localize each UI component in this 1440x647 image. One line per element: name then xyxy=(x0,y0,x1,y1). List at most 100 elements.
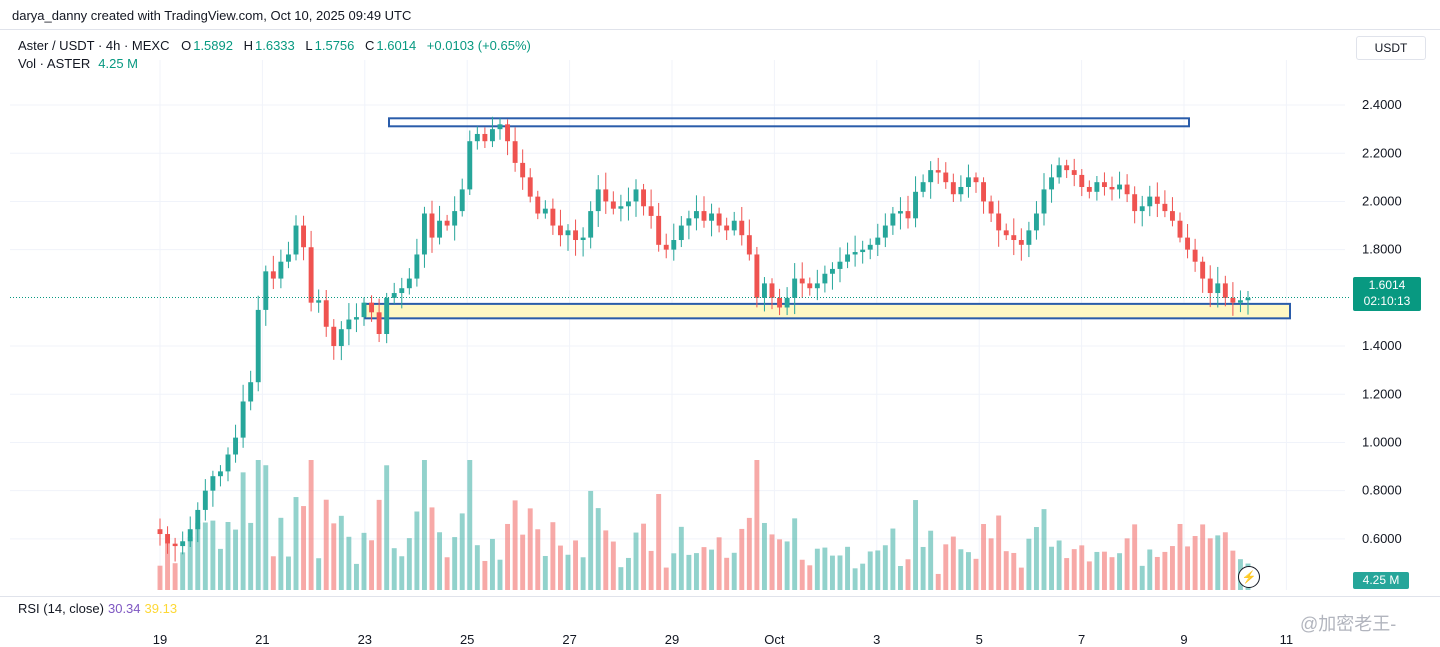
candle-body[interactable] xyxy=(437,220,443,238)
candle-body[interactable] xyxy=(255,309,261,383)
candle-body[interactable] xyxy=(1086,186,1092,192)
candle-body[interactable] xyxy=(323,300,329,327)
candle-body[interactable] xyxy=(746,235,752,255)
candle-body[interactable] xyxy=(459,189,465,212)
candle-body[interactable] xyxy=(882,225,888,238)
candle-body[interactable] xyxy=(973,177,979,183)
candle-body[interactable] xyxy=(489,129,495,142)
candle-body[interactable] xyxy=(928,170,934,183)
candle-body[interactable] xyxy=(1237,300,1243,303)
candle-body[interactable] xyxy=(346,319,352,330)
candle-body[interactable] xyxy=(195,509,201,530)
candle-body[interactable] xyxy=(225,454,231,472)
candle-body[interactable] xyxy=(202,490,208,510)
candle-body[interactable] xyxy=(1109,186,1115,190)
candle-body[interactable] xyxy=(852,252,858,255)
candle-body[interactable] xyxy=(1041,189,1047,214)
candle-body[interactable] xyxy=(444,220,450,226)
candle-body[interactable] xyxy=(897,211,903,214)
candle-body[interactable] xyxy=(845,254,851,262)
candle-body[interactable] xyxy=(474,133,480,142)
candle-body[interactable] xyxy=(905,211,911,219)
candle-body[interactable] xyxy=(240,401,246,438)
candle-body[interactable] xyxy=(180,541,186,547)
candle-body[interactable] xyxy=(1169,211,1175,221)
candle-body[interactable] xyxy=(686,218,692,226)
candle-body[interactable] xyxy=(391,293,397,298)
candle-body[interactable] xyxy=(497,124,503,130)
candle-body[interactable] xyxy=(875,237,881,245)
candle-body[interactable] xyxy=(943,172,949,183)
candle-body[interactable] xyxy=(799,278,805,284)
candle-body[interactable] xyxy=(248,382,254,402)
candle-body[interactable] xyxy=(1124,184,1130,195)
lightning-icon[interactable]: ⚡ xyxy=(1238,566,1260,588)
candle-body[interactable] xyxy=(1215,283,1221,294)
candle-body[interactable] xyxy=(1192,249,1198,262)
candle-body[interactable] xyxy=(777,297,783,308)
currency-button[interactable]: USDT xyxy=(1356,36,1426,60)
candle-body[interactable] xyxy=(1200,261,1206,279)
candle-body[interactable] xyxy=(1177,220,1183,238)
candle-body[interactable] xyxy=(595,189,601,212)
candle-body[interactable] xyxy=(754,254,760,298)
candle-body[interactable] xyxy=(285,254,291,262)
candle-body[interactable] xyxy=(1071,170,1077,175)
candle-body[interactable] xyxy=(761,283,767,298)
candle-body[interactable] xyxy=(233,437,239,455)
candle-body[interactable] xyxy=(467,141,473,190)
candle-body[interactable] xyxy=(414,254,420,279)
candle-body[interactable] xyxy=(406,278,412,289)
rsi-panel[interactable]: RSI (14, close) 30.34 39.13 xyxy=(0,596,1440,623)
candle-body[interactable] xyxy=(610,201,616,209)
candle-body[interactable] xyxy=(557,225,563,236)
candle-body[interactable] xyxy=(724,225,730,231)
candle-body[interactable] xyxy=(278,261,284,279)
candle-body[interactable] xyxy=(822,273,828,284)
candle-body[interactable] xyxy=(361,302,367,318)
candle-body[interactable] xyxy=(1139,206,1145,212)
candle-body[interactable] xyxy=(1011,235,1017,241)
candle-body[interactable] xyxy=(308,247,314,303)
candle-body[interactable] xyxy=(807,283,813,289)
candle-body[interactable] xyxy=(1132,194,1138,212)
price-chart-svg[interactable]: 2.4000 2.2000 2.0000 1.8000 1.4000 1.2000 1.00… xyxy=(0,30,1440,596)
time-axis[interactable]: 19 21 23 25 27 29 Oct 3 5 7 9 11 xyxy=(0,630,1440,647)
candle-body[interactable] xyxy=(663,244,669,250)
candle-body[interactable] xyxy=(588,211,594,238)
candle-body[interactable] xyxy=(709,213,715,221)
candle-body[interactable] xyxy=(550,208,556,226)
support-zone[interactable] xyxy=(364,302,1291,320)
candle-body[interactable] xyxy=(693,211,699,219)
resistance-zone[interactable] xyxy=(388,117,1190,128)
candle-body[interactable] xyxy=(625,201,631,207)
rsi-label[interactable]: RSI (14, close) xyxy=(18,601,104,616)
candle-body[interactable] xyxy=(935,170,941,173)
candle-body[interactable] xyxy=(867,244,873,250)
candle-body[interactable] xyxy=(988,201,994,214)
candle-body[interactable] xyxy=(210,476,216,491)
candle-body[interactable] xyxy=(1222,283,1228,298)
candle-body[interactable] xyxy=(217,471,223,477)
candle-body[interactable] xyxy=(860,249,866,253)
candle-body[interactable] xyxy=(527,177,533,197)
candle-body[interactable] xyxy=(573,230,579,241)
candle-body[interactable] xyxy=(1230,297,1236,303)
candle-body[interactable] xyxy=(452,211,458,226)
candle-body[interactable] xyxy=(739,220,745,236)
candle-body[interactable] xyxy=(996,213,1002,231)
candle-body[interactable] xyxy=(656,215,662,245)
candle-body[interactable] xyxy=(1117,184,1123,190)
volume-label[interactable]: Vol · ASTER xyxy=(18,56,91,71)
candle-body[interactable] xyxy=(965,177,971,187)
candle-body[interactable] xyxy=(187,529,193,542)
candle-body[interactable] xyxy=(482,133,488,142)
candle-body[interactable] xyxy=(172,543,178,547)
candle-body[interactable] xyxy=(641,189,647,207)
candle-body[interactable] xyxy=(353,317,359,320)
candle-body[interactable] xyxy=(829,268,835,274)
candle-body[interactable] xyxy=(331,326,337,347)
candle-body[interactable] xyxy=(1079,174,1085,187)
candle-body[interactable] xyxy=(429,213,435,238)
candle-body[interactable] xyxy=(837,261,843,269)
